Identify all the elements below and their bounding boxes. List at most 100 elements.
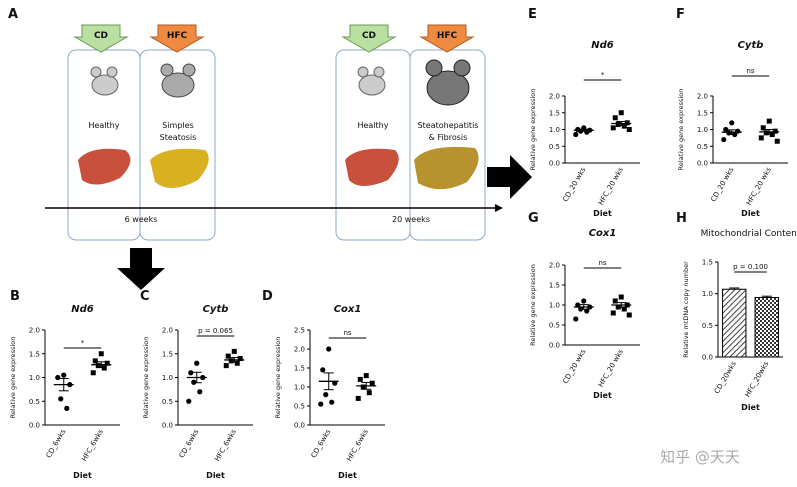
panel-label: C: [140, 289, 150, 304]
y-tick-label: 2.0: [697, 93, 708, 101]
data-point: [581, 298, 587, 304]
significance-label: ns: [343, 329, 351, 337]
data-point: [92, 358, 98, 364]
data-point: [98, 351, 104, 357]
x-axis-label: Diet: [593, 209, 612, 218]
chart-title: Cytb: [203, 304, 229, 315]
timeline-arrow: [495, 204, 503, 212]
time-label: 6 weeks: [125, 215, 158, 224]
data-point: [621, 123, 627, 129]
y-tick-label: 1.0: [702, 290, 713, 298]
data-point: [323, 392, 329, 398]
data-point: [721, 136, 727, 143]
flow-arrow: [117, 248, 165, 290]
panel-label: G: [528, 211, 539, 226]
y-tick-label: 1.0: [697, 126, 708, 134]
state-label: & Fibrosis: [429, 133, 468, 142]
chart-title: Mitochondrial Content: [701, 229, 797, 239]
data-point: [326, 346, 332, 352]
data-point: [363, 373, 369, 379]
x-tick-label: CD_20wks: [713, 360, 738, 396]
y-tick-label: 0.0: [549, 342, 560, 350]
significance-label: p = 0.065: [198, 327, 233, 335]
y-tick-label: 0.5: [697, 143, 708, 151]
chart-title: Cytb: [738, 40, 764, 51]
y-tick-label: 0.5: [702, 322, 713, 330]
y-tick-label: 1.0: [162, 374, 173, 382]
significance-label: *: [601, 71, 605, 79]
data-point: [186, 398, 192, 404]
data-point: [626, 312, 632, 318]
time-label: 20 weeks: [392, 215, 430, 224]
diet-arrow: [341, 24, 397, 53]
panel-label: E: [528, 7, 537, 22]
liver: [414, 146, 479, 190]
data-point: [369, 380, 375, 386]
mouse: [160, 63, 196, 98]
data-point: [357, 376, 363, 382]
data-point: [618, 110, 624, 116]
x-tick-label: CD_20 wks: [561, 166, 587, 204]
y-tick-label: 0.0: [702, 354, 713, 362]
mouse: [357, 66, 386, 96]
bar: [754, 296, 779, 358]
flow-arrow: [487, 155, 532, 199]
data-point: [355, 395, 361, 401]
x-axis-label: Diet: [741, 403, 760, 412]
data-point: [197, 389, 203, 395]
panel-label: D: [262, 289, 273, 304]
y-axis-label: Relative gene expression: [274, 337, 282, 419]
data-point: [64, 405, 70, 411]
data-point: [95, 363, 101, 369]
data-point: [729, 120, 735, 126]
data-point: [188, 370, 194, 376]
y-tick-label: 1.0: [294, 384, 305, 392]
x-axis-label: Diet: [593, 391, 612, 400]
y-tick-label: 1.5: [549, 109, 560, 117]
diet-arrow: [419, 24, 475, 53]
y-tick-label: 1.5: [697, 109, 708, 117]
panel-label: F: [676, 7, 685, 22]
y-tick-label: 2.0: [549, 93, 560, 101]
y-tick-label: 2.5: [294, 327, 305, 335]
diet-arrow: [73, 24, 129, 53]
data-point: [573, 131, 579, 138]
mouse: [425, 59, 471, 106]
state-label: Steatohepatitis: [418, 121, 479, 130]
x-tick-label: CD_20 wks: [709, 166, 735, 204]
x-tick-label: CD_6wks: [45, 428, 68, 460]
data-point: [237, 356, 243, 361]
data-point: [194, 360, 200, 366]
diet-label: CD: [362, 31, 376, 41]
x-tick-label: HFC_20wks: [744, 360, 771, 399]
y-tick-label: 1.5: [294, 365, 305, 373]
liver: [78, 148, 131, 185]
data-point: [610, 310, 616, 316]
y-axis-label: Relative mtDNA copy number: [682, 261, 690, 358]
y-tick-label: 2.0: [162, 327, 173, 335]
mouse: [90, 66, 119, 96]
y-axis-label: Relative gene expression: [677, 89, 685, 171]
chart-title: Nd6: [591, 40, 614, 51]
y-tick-label: 1.5: [702, 259, 713, 267]
data-point: [772, 128, 778, 134]
data-point: [228, 358, 234, 364]
y-tick-label: 0.5: [162, 398, 173, 406]
chart-title: Nd6: [71, 304, 94, 315]
data-point: [612, 115, 618, 121]
data-point: [618, 294, 624, 300]
y-axis-label: Relative gene expression: [529, 264, 537, 346]
x-tick-label: HFC_20 wks: [745, 166, 773, 207]
liver: [150, 148, 209, 189]
data-point: [763, 130, 769, 136]
data-point: [610, 125, 616, 131]
data-point: [621, 306, 627, 312]
x-axis-label: Diet: [206, 471, 225, 480]
y-tick-label: 0.0: [549, 160, 560, 168]
liver: [345, 148, 399, 186]
state-label: Steatosis: [160, 133, 197, 142]
state-label: Healthy: [357, 121, 388, 130]
data-point: [318, 401, 324, 407]
y-tick-label: 0.5: [549, 143, 560, 151]
data-point: [615, 121, 621, 127]
